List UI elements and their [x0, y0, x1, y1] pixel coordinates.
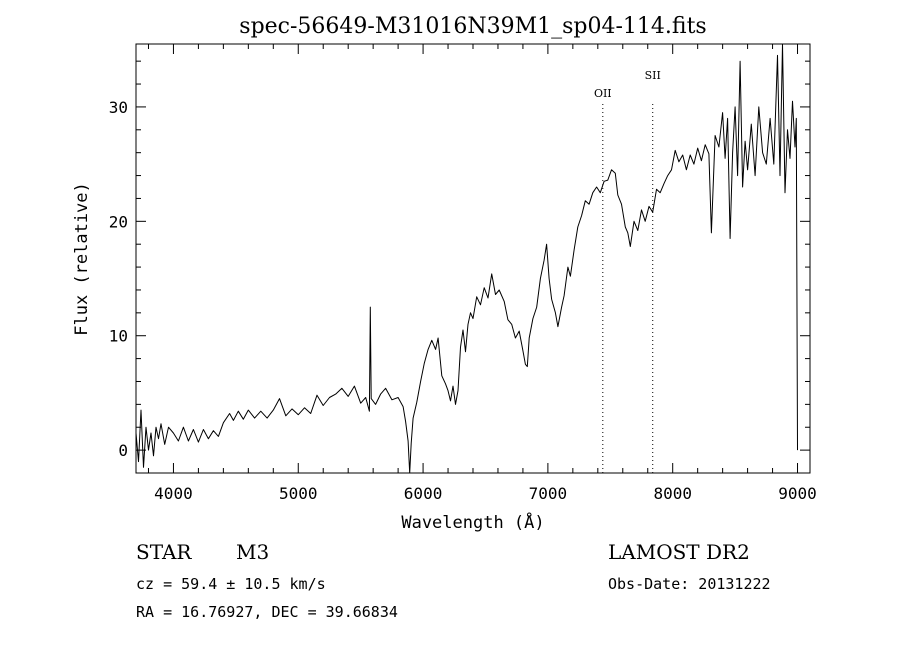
- y-axis-label: Flux (relative): [72, 182, 92, 336]
- object-subclass: M3: [236, 540, 270, 564]
- x-tick-label: 7000: [529, 484, 568, 503]
- plot-area: [135, 43, 811, 474]
- series-layer: [136, 44, 798, 473]
- coordinates: RA = 16.76927, DEC = 39.66834: [136, 603, 398, 621]
- redshift-velocity: cz = 59.4 ± 10.5 km/s: [136, 575, 326, 593]
- x-tick-label: 6000: [404, 484, 443, 503]
- plot-frame: [135, 43, 811, 474]
- y-tick-label: 20: [109, 212, 128, 231]
- annotation-label: OII: [594, 87, 612, 100]
- x-tick-label: 8000: [653, 484, 692, 503]
- y-axis: 0 10 20 30: [109, 60, 810, 474]
- x-axis-label: Wavelength (Å): [401, 511, 544, 533]
- annotation-label: SII: [645, 69, 661, 82]
- spectrum-line: [136, 44, 798, 473]
- x-tick-label: 9000: [778, 484, 817, 503]
- object-class: STAR: [136, 540, 192, 564]
- y-tick-label: 10: [109, 327, 128, 346]
- y-tick-label: 30: [109, 98, 128, 117]
- line-annotations: OII SII: [594, 69, 661, 473]
- x-tick-label: 5000: [279, 484, 318, 503]
- y-tick-label: 0: [118, 441, 128, 460]
- x-tick-label: 4000: [154, 484, 193, 503]
- survey-name: LAMOST DR2: [608, 540, 750, 564]
- x-axis: 4000 5000 6000 7000 8000 9000: [147, 44, 817, 503]
- obs-date: Obs-Date: 20131222: [608, 575, 771, 593]
- chart-title: spec-56649-M31016N39M1_sp04-114.fits: [239, 14, 706, 39]
